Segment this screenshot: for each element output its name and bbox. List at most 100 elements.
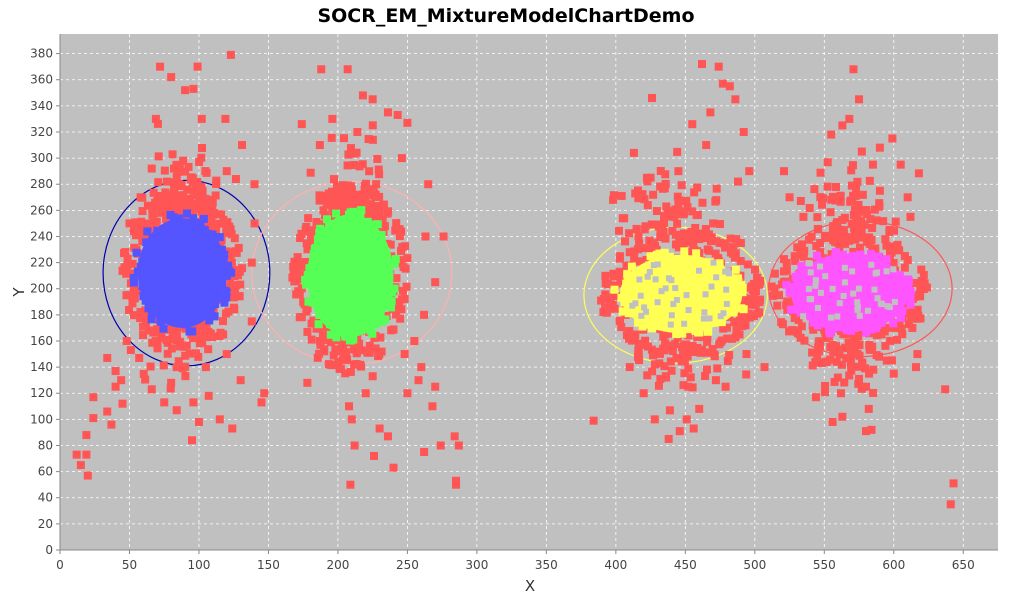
data-point: [454, 441, 463, 450]
data-point: [656, 166, 665, 175]
data-point: [839, 236, 848, 245]
cluster-point: [331, 321, 340, 330]
data-point: [163, 177, 172, 186]
cluster-point: [206, 311, 215, 320]
data-point: [344, 150, 353, 159]
data-point: [889, 226, 898, 235]
cluster-point: [381, 315, 390, 324]
data-point: [919, 271, 928, 280]
data-point: [674, 199, 683, 208]
data-point: [754, 280, 763, 289]
data-point: [886, 336, 895, 345]
data-point: [638, 244, 647, 253]
data-point: [836, 389, 845, 398]
data-point: [137, 217, 146, 226]
y-tick-label: 260: [30, 203, 53, 217]
data-point: [375, 424, 384, 433]
data-point: [846, 353, 855, 362]
data-point: [146, 362, 155, 371]
data-point: [808, 348, 817, 357]
data-point: [204, 345, 213, 354]
data-point: [129, 311, 138, 320]
data-point: [358, 91, 367, 100]
data-point: [644, 342, 653, 351]
data-point: [854, 332, 863, 341]
data-point: [304, 214, 313, 223]
data-point: [139, 369, 148, 378]
cluster-point: [812, 251, 821, 260]
data-point: [72, 450, 81, 459]
data-point: [643, 201, 652, 210]
data-point: [679, 345, 688, 354]
data-point: [671, 230, 680, 239]
data-point: [143, 314, 152, 323]
data-point: [597, 296, 606, 305]
data-point: [139, 322, 148, 331]
data-point: [129, 285, 138, 294]
cluster-point: [804, 264, 813, 273]
cluster-gap: [812, 282, 819, 289]
data-point: [732, 326, 741, 335]
data-point: [364, 208, 373, 217]
data-point: [122, 336, 131, 345]
data-point: [186, 175, 195, 184]
data-point: [832, 357, 841, 366]
data-point: [193, 321, 202, 330]
data-point: [865, 239, 874, 248]
data-point: [181, 351, 190, 360]
data-point: [702, 141, 711, 150]
data-point: [774, 291, 783, 300]
data-point: [297, 120, 306, 129]
x-tick-label: 400: [604, 558, 627, 572]
cluster-point: [672, 330, 681, 339]
cluster-point: [313, 235, 322, 244]
data-point: [165, 192, 174, 201]
cluster-point: [797, 262, 806, 271]
axes: 0 50 100 150 200 250 300 350 400 450 500 550 600 650 0…: [30, 34, 998, 572]
data-point: [698, 60, 707, 69]
data-point: [913, 305, 922, 314]
data-point: [647, 94, 656, 103]
data-point: [383, 239, 392, 248]
cluster-point: [882, 255, 891, 264]
cluster-point: [794, 270, 803, 279]
data-point: [141, 233, 150, 242]
data-point: [823, 158, 832, 167]
data-point: [136, 307, 145, 316]
data-point: [232, 281, 241, 290]
y-tick-label: 100: [30, 412, 53, 426]
data-point: [231, 175, 240, 184]
data-point: [679, 381, 688, 390]
data-point: [313, 353, 322, 362]
cluster-point: [210, 292, 219, 301]
data-point: [793, 243, 802, 252]
data-point: [83, 471, 92, 480]
data-point: [779, 167, 788, 176]
data-point: [424, 180, 433, 189]
data-point: [421, 232, 430, 241]
data-point: [338, 209, 347, 218]
data-point: [671, 205, 680, 214]
data-point: [819, 194, 828, 203]
data-point: [303, 304, 312, 313]
cluster-gap: [849, 268, 856, 275]
data-point: [230, 288, 239, 297]
data-point: [858, 190, 867, 199]
data-point: [257, 398, 266, 407]
cluster-point: [734, 288, 743, 297]
data-point: [346, 144, 355, 153]
data-point: [821, 381, 830, 390]
data-point: [695, 229, 704, 238]
data-point: [900, 252, 909, 261]
cluster-point: [622, 279, 631, 288]
data-point: [725, 351, 734, 360]
data-point: [312, 218, 321, 227]
data-point: [828, 417, 837, 426]
data-point: [844, 338, 853, 347]
cluster-point: [895, 271, 904, 280]
data-point: [855, 95, 864, 104]
data-point: [634, 349, 643, 358]
data-point: [315, 337, 324, 346]
data-point: [698, 198, 707, 207]
data-point: [807, 232, 816, 241]
